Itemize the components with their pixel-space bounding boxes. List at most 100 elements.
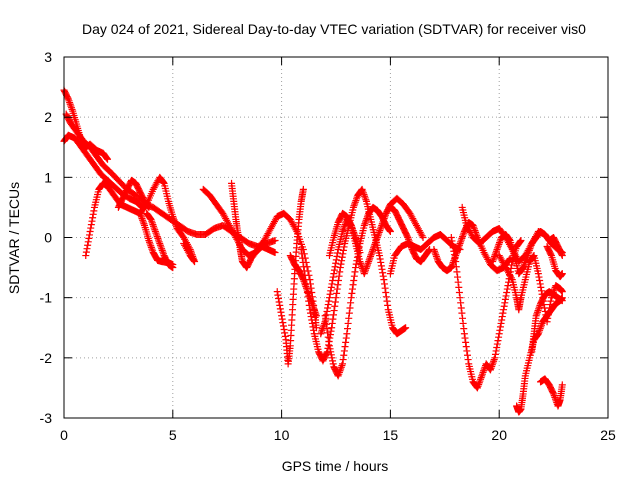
plus-marker: [460, 330, 468, 338]
plus-marker: [499, 309, 507, 317]
plus-marker: [385, 226, 393, 234]
plus-marker: [426, 246, 434, 254]
plus-marker: [362, 264, 370, 272]
plus-marker: [303, 286, 311, 294]
plus-marker: [150, 224, 158, 232]
plus-marker: [320, 321, 328, 329]
plus-marker: [368, 249, 376, 257]
plus-marker: [180, 240, 188, 248]
plus-marker: [491, 354, 499, 362]
plus-marker: [68, 105, 76, 113]
plus-marker: [502, 292, 510, 300]
plus-marker: [494, 337, 502, 345]
plus-marker: [147, 243, 155, 251]
plus-marker: [340, 351, 348, 359]
plus-marker: [154, 234, 162, 242]
plus-marker: [304, 288, 312, 296]
plus-marker: [371, 240, 379, 248]
plus-marker: [550, 392, 558, 400]
plus-marker: [558, 252, 566, 260]
plus-marker: [463, 347, 471, 355]
plus-marker: [149, 221, 157, 229]
plus-marker: [84, 238, 92, 246]
plus-marker: [450, 251, 458, 259]
y-tick-label: -2: [40, 350, 53, 366]
plus-marker: [352, 197, 360, 205]
plus-marker: [491, 251, 499, 259]
plus-marker: [376, 227, 384, 235]
plus-marker: [369, 246, 377, 254]
plus-marker: [455, 289, 463, 297]
plus-marker: [324, 333, 332, 341]
plus-marker: [307, 298, 315, 306]
plus-marker: [331, 302, 339, 310]
plus-marker: [330, 270, 338, 278]
plus-marker: [319, 323, 327, 331]
plus-marker: [536, 301, 544, 309]
plus-marker: [489, 256, 497, 264]
plus-marker: [459, 231, 467, 239]
plus-marker: [137, 211, 145, 219]
plus-marker: [306, 295, 314, 303]
plus-marker: [504, 282, 512, 290]
plus-marker: [309, 323, 317, 331]
series-track-22: [143, 209, 177, 272]
plus-marker: [459, 314, 467, 322]
plus-marker: [534, 307, 542, 315]
plus-marker: [309, 301, 317, 309]
plus-marker: [319, 325, 327, 333]
plus-marker: [475, 380, 483, 388]
plus-marker: [547, 297, 555, 305]
plus-marker: [377, 262, 385, 270]
plus-marker: [517, 237, 525, 245]
plus-marker: [271, 249, 279, 257]
plus-marker: [332, 294, 340, 302]
plus-marker: [351, 232, 359, 240]
plus-marker: [455, 241, 463, 249]
plus-marker: [490, 254, 498, 262]
chart-title: Day 024 of 2021, Sidereal Day-to-day VTE…: [82, 21, 586, 37]
plus-marker: [339, 226, 347, 234]
x-axis-label: GPS time / hours: [282, 458, 389, 474]
plus-marker: [145, 203, 153, 211]
plus-marker: [323, 349, 331, 357]
plus-marker: [325, 342, 333, 350]
plus-marker: [453, 268, 461, 276]
plus-marker: [136, 209, 144, 217]
plus-marker: [331, 298, 339, 306]
plus-marker: [67, 102, 75, 110]
plus-marker: [464, 356, 472, 364]
plus-marker: [418, 232, 426, 240]
plus-marker: [498, 316, 506, 324]
plus-marker: [454, 278, 462, 286]
plus-marker: [501, 295, 509, 303]
plus-marker: [352, 264, 360, 272]
plus-marker: [145, 237, 153, 245]
plus-marker: [381, 284, 389, 292]
series-track-21: [543, 243, 566, 281]
plus-marker: [153, 231, 161, 239]
plus-marker: [460, 229, 468, 237]
plus-marker: [173, 223, 181, 231]
plus-marker: [139, 218, 147, 226]
plus-marker: [172, 221, 180, 229]
plus-marker: [373, 234, 381, 241]
plus-marker: [535, 273, 543, 281]
plus-marker: [344, 319, 352, 327]
plus-marker: [476, 377, 484, 385]
plus-marker: [383, 297, 391, 305]
plus-marker: [451, 254, 459, 262]
plus-marker: [67, 104, 75, 112]
plus-marker: [298, 250, 306, 258]
plus-marker: [493, 246, 501, 254]
plus-marker: [169, 264, 177, 272]
plus-marker: [299, 258, 307, 266]
plus-marker: [456, 240, 464, 248]
plus-marker: [495, 333, 503, 341]
series-track-23: [114, 176, 153, 211]
plus-marker: [144, 202, 152, 210]
plus-marker: [329, 276, 337, 284]
plus-marker: [317, 330, 325, 338]
plus-marker: [373, 235, 381, 243]
plus-marker: [381, 213, 389, 221]
